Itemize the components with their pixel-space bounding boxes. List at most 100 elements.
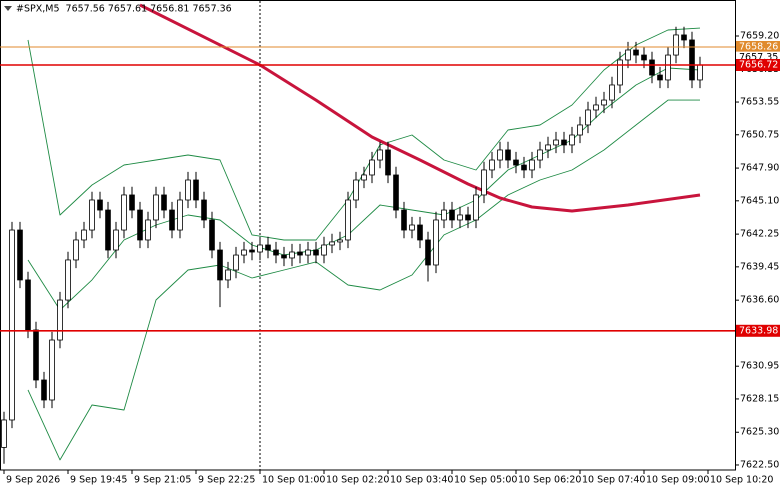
x-tick-label: 10 Sep 02:20 [326, 475, 389, 486]
y-tick-label: 7636.60 [740, 295, 779, 306]
candle-body [217, 249, 223, 281]
candle-body [169, 209, 175, 231]
price-level-label: 7633.98 [739, 325, 778, 336]
x-tick-label: 9 Sep 2026 [6, 475, 60, 486]
candle-body [625, 49, 631, 61]
y-tick-label: 7639.45 [740, 261, 779, 272]
candle-body [689, 39, 695, 81]
candle-body [593, 104, 599, 111]
y-tick-label: 7650.75 [740, 129, 779, 140]
candle-body [681, 34, 687, 41]
candle-body [465, 214, 471, 221]
candle-body [305, 249, 311, 256]
candle-body [249, 249, 255, 253]
candle-body [441, 209, 447, 221]
candle-body [185, 179, 191, 201]
candle-body [417, 224, 423, 241]
x-tick-label: 10 Sep 07:40 [582, 475, 645, 486]
candle-body [329, 241, 335, 246]
x-tick-label: 9 Sep 19:45 [70, 475, 127, 486]
candle-body [617, 59, 623, 86]
candle-body [321, 244, 327, 256]
candle-body [105, 209, 111, 251]
candle-body [489, 159, 495, 171]
y-tick-label: 7647.90 [740, 163, 779, 174]
candle-body [337, 239, 343, 243]
candle-body [225, 269, 231, 281]
candle-body [81, 229, 87, 241]
candle-body [393, 174, 399, 211]
candle-body [545, 144, 551, 151]
candle-body [697, 64, 703, 81]
candle-body [273, 249, 279, 256]
candle-body [9, 229, 15, 421]
x-tick-label: 10 Sep 09:00 [646, 475, 709, 486]
candle-body [353, 179, 359, 201]
candle-body [473, 194, 479, 221]
candle-body [585, 109, 591, 126]
candle-body [1, 419, 7, 448]
candle-body [425, 239, 431, 266]
y-tick-label: 7653.55 [740, 97, 779, 108]
candle-body [561, 139, 567, 146]
moving-average [139, 3, 701, 213]
candle-body [33, 329, 39, 381]
candle-body [577, 124, 583, 136]
candle-body [209, 219, 215, 251]
candle-body [433, 219, 439, 266]
candle-body [25, 279, 31, 331]
candle-body [497, 149, 503, 161]
candle-body [97, 199, 103, 211]
candle-body [369, 159, 375, 176]
candle-body [265, 244, 271, 251]
candle-body [233, 254, 239, 271]
candle-body [401, 209, 407, 231]
candle-body [361, 174, 367, 181]
candle-body [641, 54, 647, 61]
candle-body [633, 49, 639, 56]
candle-body [521, 164, 527, 171]
candle-body [281, 254, 287, 259]
candle-body [289, 251, 295, 259]
candle-body [65, 259, 71, 301]
price-level-tag [736, 40, 780, 53]
candle-body [193, 179, 199, 201]
candle-body [649, 59, 655, 76]
y-tick-label: 7622.50 [740, 459, 779, 470]
plot-frame [0, 0, 736, 471]
candle-body [297, 251, 303, 256]
x-tick-label: 10 Sep 05:00 [454, 475, 517, 486]
candle-body [129, 194, 135, 211]
y-tick-label: 7628.15 [740, 393, 779, 404]
x-tick-label: 10 Sep 06:20 [518, 475, 581, 486]
candle-body [121, 194, 127, 231]
x-tick-label: 10 Sep 01:00 [262, 475, 325, 486]
candle-body [409, 224, 415, 231]
candle-body [481, 169, 487, 196]
x-tick-label: 9 Sep 22:25 [198, 475, 255, 486]
candle-body [41, 379, 47, 401]
candle-body [385, 149, 391, 176]
candle-body [137, 209, 143, 241]
x-tick-label: 10 Sep 03:40 [390, 475, 453, 486]
candle-body [665, 54, 671, 81]
candle-body [177, 199, 183, 231]
candle-body [449, 209, 455, 221]
candle-body [241, 249, 247, 256]
candle-body [57, 299, 63, 341]
candle-body [201, 199, 207, 221]
band-lower [27, 99, 700, 461]
candle-body [113, 229, 119, 251]
candle-body [657, 74, 663, 81]
candle-body [145, 219, 151, 241]
candle-body [553, 139, 559, 146]
y-tick-label: 7630.95 [740, 361, 779, 372]
price-level-tag [736, 58, 780, 71]
candle-body [49, 339, 55, 401]
candle-body [153, 194, 159, 221]
candle-body [673, 34, 679, 56]
symbol-icon [4, 6, 12, 11]
y-tick-label: 7645.10 [740, 195, 779, 206]
y-tick-label: 7642.25 [740, 229, 779, 240]
